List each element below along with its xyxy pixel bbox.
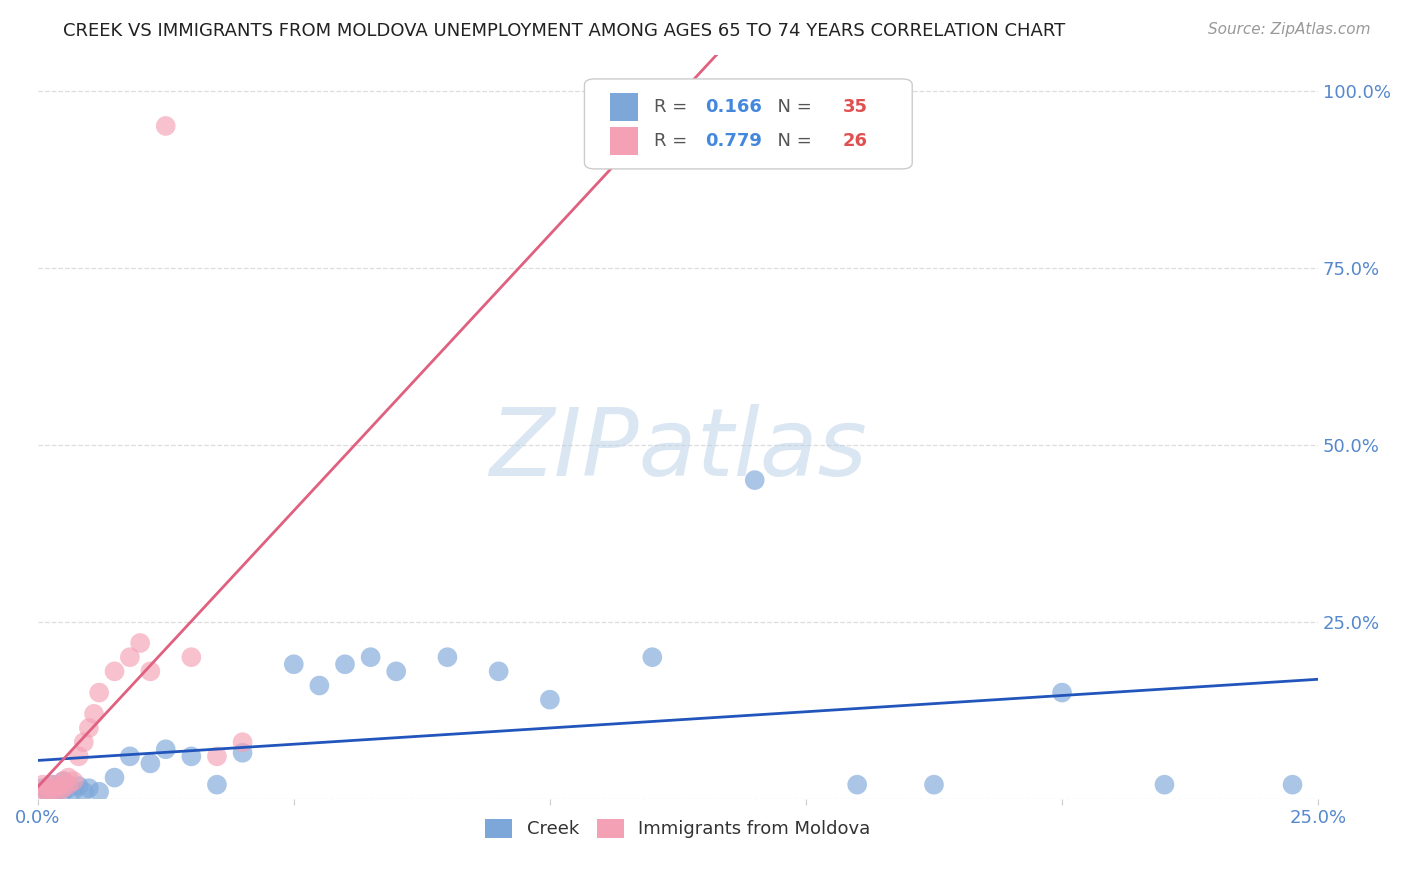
Point (180, 749, 202, 764)
Point (139, 756, 162, 771)
Point (67, 779, 90, 793)
Point (62, 774, 84, 789)
Point (42, 783, 65, 797)
Point (385, 665, 408, 679)
Point (58, 771, 80, 785)
Text: R =: R = (654, 132, 693, 150)
Text: R =: R = (654, 98, 693, 116)
Point (77, 781, 100, 796)
Point (333, 657, 356, 672)
Point (232, 735, 254, 749)
Point (58, 781, 80, 796)
Point (46, 783, 69, 797)
Text: 0.166: 0.166 (704, 98, 762, 116)
Point (31, 778, 53, 792)
Bar (610, 127, 638, 155)
Point (89, 685, 111, 699)
Point (42, 778, 65, 792)
Point (488, 665, 510, 679)
Point (744, 473, 766, 487)
Point (52, 774, 75, 789)
Point (155, 119, 177, 133)
Point (37, 781, 59, 796)
Point (77, 721, 100, 735)
Bar (610, 93, 638, 121)
Point (360, 650, 382, 665)
Point (89, 785, 111, 799)
Point (73, 785, 96, 799)
Point (83, 706, 105, 721)
Point (103, 771, 125, 785)
Point (37, 786, 59, 800)
Point (641, 650, 664, 665)
Point (118, 650, 141, 665)
Point (846, 778, 869, 792)
Point (42, 778, 65, 792)
Point (180, 650, 202, 665)
Point (58, 778, 80, 792)
Point (31, 785, 53, 799)
Point (436, 650, 458, 665)
Point (46, 785, 69, 799)
Point (52, 781, 75, 796)
Point (52, 774, 75, 789)
Text: CREEK VS IMMIGRANTS FROM MOLDOVA UNEMPLOYMENT AMONG AGES 65 TO 74 YEARS CORRELAT: CREEK VS IMMIGRANTS FROM MOLDOVA UNEMPLO… (63, 22, 1066, 40)
Point (31, 781, 53, 796)
Point (37, 785, 59, 799)
Point (155, 742, 177, 756)
Point (1153, 778, 1175, 792)
Text: Source: ZipAtlas.com: Source: ZipAtlas.com (1208, 22, 1371, 37)
Text: ZIPatlas: ZIPatlas (489, 404, 868, 495)
Legend: Creek, Immigrants from Moldova: Creek, Immigrants from Moldova (478, 812, 877, 846)
Point (205, 749, 228, 764)
Point (922, 778, 945, 792)
Text: N =: N = (766, 98, 818, 116)
Text: 35: 35 (844, 98, 868, 116)
Text: N =: N = (766, 132, 818, 150)
Point (232, 746, 254, 760)
Point (1050, 685, 1073, 699)
Text: 26: 26 (844, 132, 868, 150)
Point (283, 657, 305, 672)
Point (67, 749, 90, 764)
FancyBboxPatch shape (585, 78, 912, 169)
Point (129, 636, 152, 650)
Point (103, 665, 125, 679)
Point (205, 778, 228, 792)
Point (139, 665, 162, 679)
Text: 0.779: 0.779 (704, 132, 762, 150)
Point (1281, 778, 1303, 792)
Point (42, 786, 65, 800)
Point (538, 692, 561, 706)
Point (118, 749, 141, 764)
Point (46, 779, 69, 793)
Point (73, 735, 96, 749)
Point (52, 785, 75, 799)
Point (62, 783, 84, 797)
Point (308, 679, 330, 693)
